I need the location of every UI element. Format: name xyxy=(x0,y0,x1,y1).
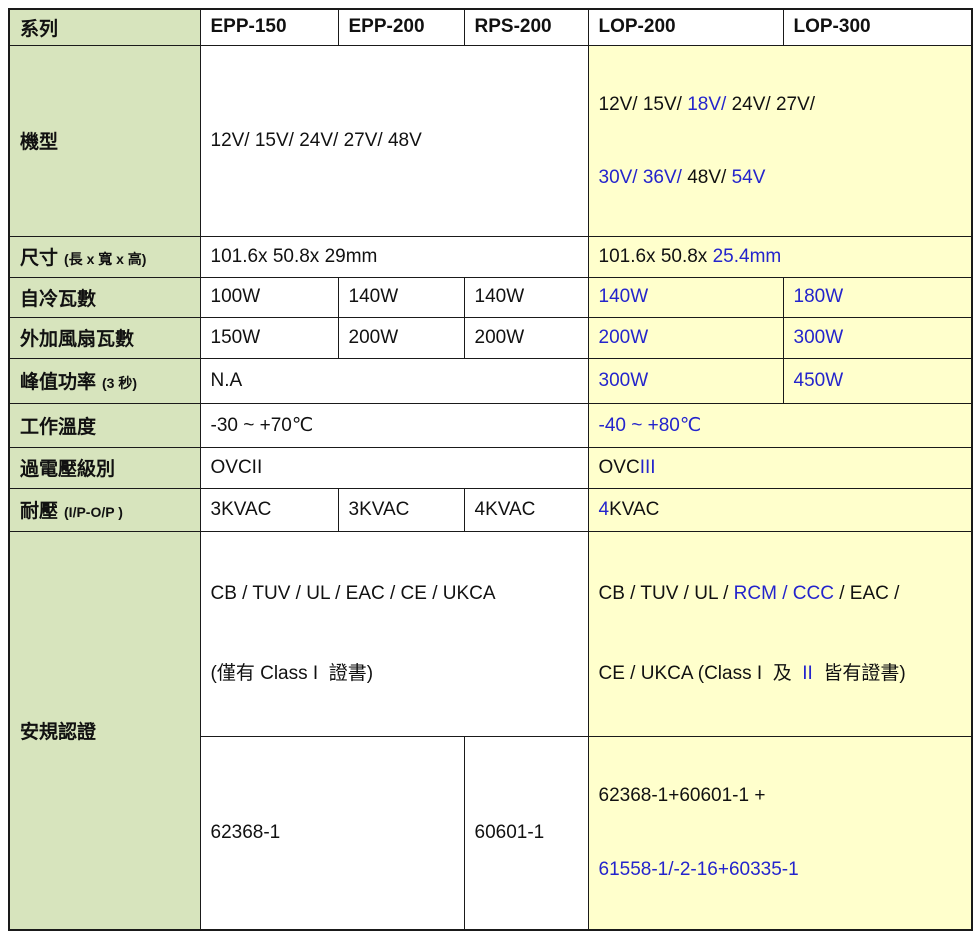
cell-hipot-epp150: 3KVAC xyxy=(199,487,339,532)
row-peak: 峰值功率 (3 秒) N.A 300W 450W xyxy=(8,357,973,404)
header-row: 系列 EPP-150 EPP-200 RPS-200 LOP-200 LOP-3… xyxy=(8,8,973,46)
row-label-hipot: 耐壓 (I/P-O/P ) xyxy=(8,487,201,532)
cell-ovc-lop: OVCIII xyxy=(587,446,973,489)
cell-standard-lop: 62368-1+60601-1 + 61558-1/-2-16+60335-1 xyxy=(587,735,973,930)
row-label-peak: 峰值功率 (3 秒) xyxy=(8,357,201,404)
row-label-self-cooling: 自冷瓦數 xyxy=(8,276,201,318)
row-label-ovc: 過電壓級別 xyxy=(8,446,201,489)
cell-self-cooling-epp200: 140W xyxy=(337,276,465,318)
header-lop-200: LOP-200 xyxy=(587,8,784,46)
row-size: 尺寸 (長 x 寬 x 高) 101.6x 50.8x 29mm 101.6x 5… xyxy=(8,235,973,278)
cell-line: 61558-1/-2-16+60335-1 xyxy=(598,858,799,880)
row-label-note: (I/P-O/P ) xyxy=(64,504,123,520)
comparison-table-page: 系列 EPP-150 EPP-200 RPS-200 LOP-200 LOP-3… xyxy=(8,8,973,931)
cell-temp-epp: -30 ~ +70℃ xyxy=(199,402,589,448)
cell-peak-lop200: 300W xyxy=(587,357,784,404)
cell-line: 12V/ 15V/ 18V/ 24V/ 27V/ xyxy=(598,93,816,115)
cell-fan-lop300: 300W xyxy=(782,316,973,359)
cell-size-epp: 101.6x 50.8x 29mm xyxy=(199,235,589,278)
cell-fan-epp200: 200W xyxy=(337,316,465,359)
row-label-size: 尺寸 (長 x 寬 x 高) xyxy=(8,235,201,278)
header-lop-300: LOP-300 xyxy=(782,8,973,46)
cell-peak-epp: N.A xyxy=(199,357,589,404)
row-label-text: 機型 xyxy=(20,132,59,153)
cell-line: 30V/ 36V/ 48V/ 54V xyxy=(598,166,766,188)
cell-size-lop: 101.6x 50.8x 25.4mm xyxy=(587,235,973,278)
header-epp-150: EPP-150 xyxy=(199,8,339,46)
row-fan: 外加風扇瓦數 150W 200W 200W 200W 300W xyxy=(8,316,973,359)
header-series: 系列 xyxy=(8,8,201,46)
series-label: 系列 xyxy=(20,18,59,40)
column-title: LOP-200 xyxy=(598,16,676,38)
row-label-safety: 安規認證 xyxy=(8,530,201,930)
header-rps-200: RPS-200 xyxy=(463,8,589,46)
row-label-fan: 外加風扇瓦數 xyxy=(8,316,201,359)
row-safety-certs: 安規認證 CB / TUV / UL / EAC / CE / UKCA (僅有… xyxy=(8,530,973,930)
cell-standard-epp: 62368-1 xyxy=(199,735,465,930)
cell-line: CB / TUV / UL / EAC / CE / UKCA xyxy=(210,582,496,604)
column-title: EPP-200 xyxy=(348,16,425,38)
cell-model-lop: 12V/ 15V/ 18V/ 24V/ 27V/ 30V/ 36V/ 48V/ … xyxy=(587,44,973,237)
row-label-note: (長 x 寬 x 高) xyxy=(64,251,147,267)
cell-standard-rps: 60601-1 xyxy=(463,735,589,930)
cell-temp-lop: -40 ~ +80℃ xyxy=(587,402,973,448)
series-comparison-table: 系列 EPP-150 EPP-200 RPS-200 LOP-200 LOP-3… xyxy=(8,8,973,931)
cell-model-epp: 12V/ 15V/ 24V/ 27V/ 48V xyxy=(199,44,589,237)
cell-peak-lop300: 450W xyxy=(782,357,973,404)
cell-self-cooling-rps200: 140W xyxy=(463,276,589,318)
cell-value: 12V/ 15V/ 24V/ 27V/ 48V xyxy=(210,129,422,151)
row-label-model: 機型 xyxy=(8,44,201,237)
cell-fan-epp150: 150W xyxy=(199,316,339,359)
cell-self-cooling-lop200: 140W xyxy=(587,276,784,318)
row-self-cooling: 自冷瓦數 100W 140W 140W 140W 180W xyxy=(8,276,973,318)
cell-safety-lop: CB / TUV / UL / RCM / CCC / EAC / CE / U… xyxy=(587,530,973,737)
column-title: EPP-150 xyxy=(210,16,287,38)
cell-self-cooling-lop300: 180W xyxy=(782,276,973,318)
row-label-note: (3 秒) xyxy=(102,375,138,391)
cell-line: CE / UKCA (Class I 及 II 皆有證書) xyxy=(598,662,906,684)
cell-hipot-lop: 4KVAC xyxy=(587,487,973,532)
cell-safety-epp: CB / TUV / UL / EAC / CE / UKCA (僅有 Clas… xyxy=(199,530,589,737)
cell-fan-lop200: 200W xyxy=(587,316,784,359)
cell-hipot-epp200: 3KVAC xyxy=(337,487,465,532)
column-title: LOP-300 xyxy=(793,16,871,38)
cell-line: 62368-1+60601-1 + xyxy=(598,784,766,806)
header-epp-200: EPP-200 xyxy=(337,8,465,46)
cell-ovc-epp: OVCII xyxy=(199,446,589,489)
row-label-temp: 工作溫度 xyxy=(8,402,201,448)
row-model: 機型 12V/ 15V/ 24V/ 27V/ 48V 12V/ 15V/ 18V… xyxy=(8,44,973,237)
cell-line: (僅有 Class I 證書) xyxy=(210,662,374,684)
row-ovc: 過電壓級別 OVCII OVCIII xyxy=(8,446,973,489)
cell-fan-rps200: 200W xyxy=(463,316,589,359)
cell-self-cooling-epp150: 100W xyxy=(199,276,339,318)
row-hipot: 耐壓 (I/P-O/P ) 3KVAC 3KVAC 4KVAC 4KVAC xyxy=(8,487,973,532)
column-title: RPS-200 xyxy=(474,16,552,38)
row-temp: 工作溫度 -30 ~ +70℃ -40 ~ +80℃ xyxy=(8,402,973,448)
cell-line: CB / TUV / UL / RCM / CCC / EAC / xyxy=(598,582,900,604)
cell-hipot-rps200: 4KVAC xyxy=(463,487,589,532)
